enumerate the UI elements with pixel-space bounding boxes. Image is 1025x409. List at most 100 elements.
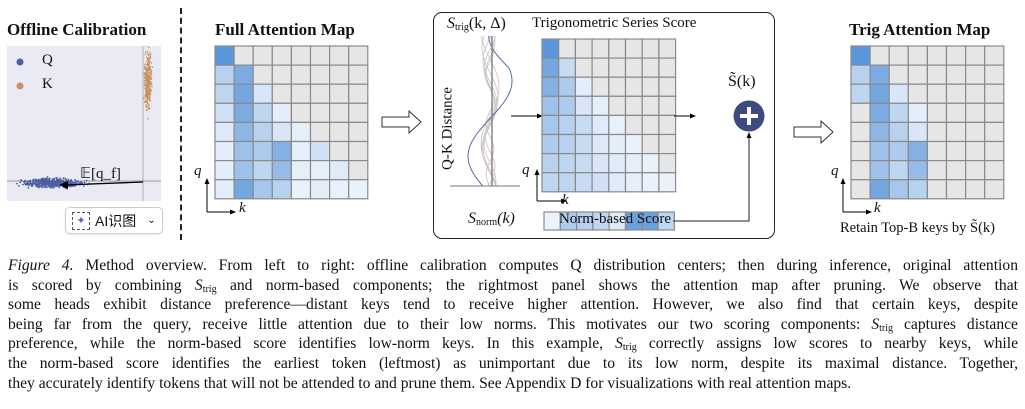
grid-cell bbox=[574, 133, 593, 155]
k-point bbox=[149, 84, 151, 87]
grid-cell bbox=[850, 102, 871, 123]
grid-cell bbox=[348, 121, 369, 143]
ai-button-label: AI识图 bbox=[95, 212, 137, 229]
grid-cell bbox=[850, 45, 871, 66]
k-point bbox=[144, 101, 147, 103]
grid-cell bbox=[271, 159, 292, 181]
k-point bbox=[150, 78, 153, 81]
k-point bbox=[144, 77, 146, 79]
caption-line: Figure 4. Method overview. From left to … bbox=[8, 256, 1018, 276]
k-point bbox=[144, 68, 146, 71]
q-point bbox=[65, 179, 68, 182]
q-point bbox=[67, 180, 70, 182]
grid-cell bbox=[309, 83, 331, 104]
ai-recognize-button[interactable]: ✦ AI识图 ⌄ bbox=[65, 207, 163, 234]
grid-cell bbox=[252, 64, 273, 85]
grid-cell bbox=[290, 45, 312, 66]
full-attention-title: Full Attention Map bbox=[215, 20, 355, 39]
grid-cell bbox=[984, 159, 1005, 181]
k-point bbox=[147, 46, 150, 49]
grid-cell bbox=[252, 121, 273, 143]
q-point bbox=[52, 181, 55, 184]
grid-cell bbox=[984, 83, 1005, 104]
caption-text: is scored by combining bbox=[8, 276, 195, 294]
right-arrow-icon bbox=[381, 110, 422, 134]
trig-curve bbox=[482, 36, 498, 187]
grid-cell bbox=[328, 121, 350, 143]
grid-cell bbox=[558, 133, 577, 155]
k-point bbox=[146, 100, 148, 103]
strig-symbol: Strig bbox=[615, 335, 637, 354]
trig-score-title: Trigonometric Series Score bbox=[532, 15, 697, 31]
q-point bbox=[16, 182, 18, 185]
k-point bbox=[145, 104, 147, 106]
caption-text: correctly assigns low scores to nearby k… bbox=[636, 335, 1018, 353]
caption-line: they accurately identify tokens that wil… bbox=[8, 374, 1018, 394]
grid-cell bbox=[945, 64, 967, 85]
grid-cell bbox=[214, 140, 235, 162]
q-point bbox=[51, 183, 53, 186]
q-point bbox=[51, 185, 54, 188]
q-point bbox=[26, 180, 29, 183]
grid-cell bbox=[252, 179, 273, 200]
grid-cell bbox=[271, 64, 292, 85]
q-point bbox=[37, 180, 40, 183]
q-point bbox=[22, 183, 24, 186]
k-point bbox=[149, 83, 151, 85]
grid-cell bbox=[328, 102, 350, 123]
grid-cell bbox=[608, 172, 627, 193]
grid-cell bbox=[869, 121, 890, 143]
grid-cell bbox=[869, 83, 890, 104]
k-point bbox=[150, 62, 153, 64]
k-point bbox=[144, 71, 147, 74]
k-point bbox=[147, 92, 150, 95]
grid-cell bbox=[252, 140, 273, 162]
k-point bbox=[144, 63, 146, 65]
k-point bbox=[149, 53, 152, 56]
grid-cell bbox=[907, 159, 928, 181]
k-axis-label: k bbox=[874, 200, 881, 216]
k-point bbox=[144, 51, 147, 54]
q-axis-label: q bbox=[194, 163, 202, 179]
grid-cell bbox=[658, 172, 677, 193]
trig-score-grid bbox=[541, 38, 677, 193]
grid-cell bbox=[624, 38, 643, 59]
grid-cell bbox=[641, 95, 660, 116]
q-point bbox=[23, 181, 26, 184]
grid-cell bbox=[558, 76, 577, 97]
caption-text: and norm-based components; the rightmost… bbox=[216, 276, 1018, 294]
grid-cell bbox=[945, 140, 967, 162]
grid-cell bbox=[907, 179, 928, 200]
strig-label: Strig(k, Δ) bbox=[447, 15, 506, 33]
k-point bbox=[143, 97, 145, 100]
q-point bbox=[43, 186, 46, 189]
grid-cell bbox=[964, 121, 986, 143]
grid-cell bbox=[907, 64, 928, 85]
arrow-head-icon bbox=[59, 181, 68, 189]
k-point bbox=[145, 106, 147, 108]
q-point bbox=[83, 181, 86, 184]
q-point bbox=[46, 177, 49, 180]
grid-cell bbox=[888, 159, 909, 181]
grid-cell bbox=[926, 121, 948, 143]
k-axis-label: k bbox=[239, 200, 246, 216]
retain-footer: Retain Top-B keys by S̃(k) bbox=[840, 220, 995, 236]
legend-k-marker bbox=[16, 82, 24, 90]
q-point bbox=[52, 186, 55, 189]
q-point bbox=[26, 181, 29, 184]
grid-cell bbox=[907, 102, 928, 123]
grid-cell bbox=[964, 159, 986, 181]
grid-cell bbox=[328, 83, 350, 104]
k-point bbox=[144, 87, 146, 90]
caption-text: they accurately identify tokens that wil… bbox=[8, 374, 852, 392]
grid-cell bbox=[252, 102, 273, 123]
q-point bbox=[57, 180, 60, 183]
q-point bbox=[29, 179, 32, 182]
q-point bbox=[40, 183, 43, 186]
q-point bbox=[47, 178, 50, 181]
k-point bbox=[146, 73, 149, 76]
k-point bbox=[145, 98, 147, 101]
trig-curve bbox=[485, 36, 495, 187]
k-point bbox=[148, 104, 150, 107]
q-point bbox=[41, 186, 44, 188]
